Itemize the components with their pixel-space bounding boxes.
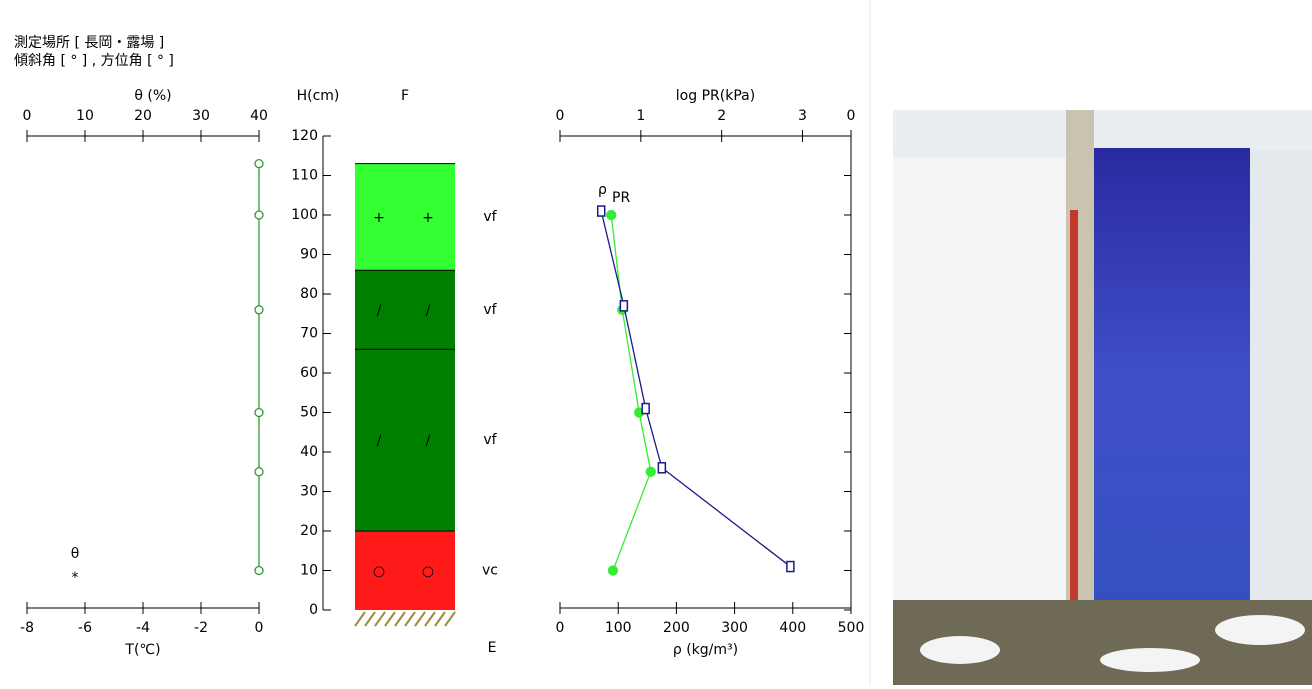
tick-label: 30 [300,484,318,500]
point [254,305,264,315]
tick-label: 10 [300,563,318,579]
tick-label: 0 [847,108,856,124]
angles: 傾斜角 [ ° ] , 方位角 [ ° ] [14,53,174,69]
tick-label: 40 [250,108,268,124]
grain-symbol: ○ [373,564,385,580]
grain-symbol: / [377,433,382,449]
tick-label: 0 [556,108,565,124]
tick-label: 60 [300,365,318,381]
tick-label: 1 [636,108,645,124]
tick-label: 0 [556,620,565,636]
ground-hatch [384,611,396,627]
grain-size: vf [483,209,497,225]
grain-symbol: / [426,433,431,449]
grain-symbol: ○ [422,564,434,580]
top-axis-label: log PR(kPa) [676,88,755,104]
location: 測定場所 [ 長岡・露場 ] [14,35,164,51]
tick-label: 0 [255,620,264,636]
legend-symbol: * [72,570,79,586]
tick-label: 3 [798,108,807,124]
hardness-label: F [401,88,409,104]
point [254,407,264,418]
ground-hatch [434,611,446,627]
layer [355,349,455,531]
layer [355,531,455,610]
tick-label: 0 [309,602,318,618]
tick-label: -8 [20,620,34,636]
tick-label: -2 [194,620,208,636]
tick-label: 40 [300,444,318,460]
tick-label: 200 [663,620,690,636]
point [619,300,629,312]
tick-label: 20 [300,523,318,539]
series-line [610,214,652,571]
bottom-axis-label: ρ (kg/m³) [673,642,738,658]
point [786,560,795,573]
tick-label: -6 [78,620,92,636]
tick-label: 400 [779,620,806,636]
ground-hatch [404,611,416,627]
tick-label: 90 [300,247,318,263]
ground-hatch [374,611,386,627]
tick-label: 0 [23,108,32,124]
point [657,462,667,474]
grain-size: vf [483,302,497,318]
point [596,205,606,217]
point [254,210,264,220]
tick-label: 110 [291,168,318,184]
tick-label: 500 [838,620,865,636]
ground-hatch [444,611,456,627]
grain-symbol: + [373,210,385,226]
tick-label: 100 [291,207,318,223]
tick-label: 120 [291,128,318,144]
ground-hatch [354,611,366,627]
grain-size: vf [483,432,497,448]
grain-symbol: + [422,210,434,226]
tick-label: 2 [717,108,726,124]
top-axis-label: θ (%) [134,88,171,104]
point [645,466,656,477]
grain-symbol: / [377,303,382,319]
legend-label: θ [71,546,80,562]
point [254,158,264,169]
layer [355,270,455,350]
snow-photo [893,110,1312,685]
series-label: PR [612,190,630,206]
point [607,565,619,576]
tick-label: 80 [300,286,318,302]
series-line [600,210,791,568]
grain-size: vc [482,563,498,579]
ground-hatch [424,611,436,627]
point [606,209,617,221]
grain-label: E [488,640,497,656]
point [254,565,264,576]
h-axis-label: H(cm) [297,88,340,104]
ground-hatch [364,611,376,627]
grain-symbol: / [426,303,431,319]
tick-label: 50 [300,405,318,421]
layer [355,163,455,271]
ground-hatch [414,611,426,627]
ground-hatch [394,611,406,627]
tick-label: 10 [76,108,94,124]
tick-label: 20 [134,108,152,124]
series-label: ρ [598,182,607,198]
tick-label: 100 [605,620,632,636]
tick-label: 70 [300,326,318,342]
tick-label: 30 [192,108,210,124]
tick-label: 300 [721,620,748,636]
point [641,402,650,415]
tick-label: -4 [136,620,150,636]
point [254,467,264,477]
bottom-axis-label: T(℃) [124,642,160,658]
